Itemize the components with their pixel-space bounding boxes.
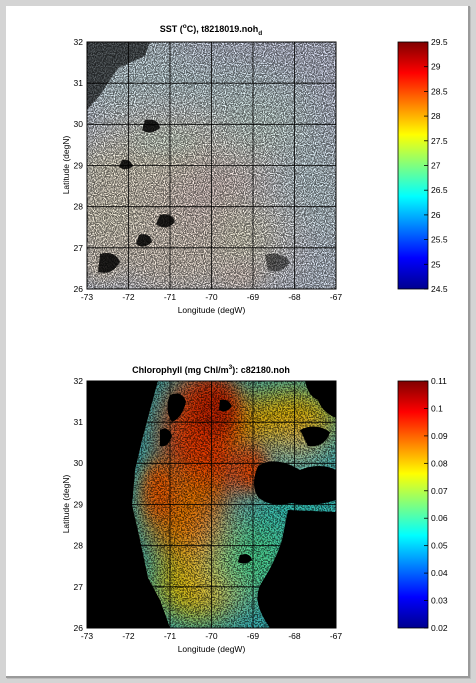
sst-colorbar <box>397 41 429 290</box>
sst-grid <box>87 42 336 289</box>
chl-x-axis-label: Longitude (degW) <box>178 644 246 654</box>
y-tick: 31 <box>74 417 84 427</box>
x-tick: -67 <box>330 292 343 302</box>
x-tick: -72 <box>122 292 135 302</box>
y-tick: 32 <box>74 376 84 386</box>
colorbar-tick-label: 0.04 <box>431 568 448 578</box>
sst-x-ticks: -73 -72 -71 -70 -69 -68 -67 <box>81 292 343 302</box>
y-tick: 30 <box>74 458 84 468</box>
colorbar-tick-label: 27 <box>431 161 441 171</box>
x-tick: -67 <box>330 631 343 641</box>
y-tick: 29 <box>74 161 84 171</box>
y-tick: 28 <box>74 202 84 212</box>
chl-colorbar-ticks: 0.11 0.1 0.09 0.08 0.07 0.06 0.05 0.04 0.03 0.02 <box>424 376 448 633</box>
x-tick: -70 <box>205 631 218 641</box>
x-tick: -70 <box>205 292 218 302</box>
chl-title: Chlorophyll (mg Chl/m3): c82180.noh <box>132 364 290 375</box>
sst-y-ticks: 32 31 30 29 28 27 26 <box>74 37 84 294</box>
x-tick: -71 <box>164 631 177 641</box>
chl-axes-box <box>86 380 337 629</box>
x-tick: -72 <box>122 631 135 641</box>
colorbar-tick-label: 24.5 <box>431 284 448 294</box>
colorbar-tick-label: 0.11 <box>431 376 447 386</box>
chl-y-axis-label: Latitude (degN) <box>61 475 71 534</box>
colorbar-tick-label: 29 <box>431 62 441 72</box>
y-tick: 32 <box>74 37 84 47</box>
sst-panel: SST (oC), t8218019.nohd <box>61 23 448 315</box>
colorbar-tick-label: 26 <box>431 210 441 220</box>
y-tick: 29 <box>74 500 84 510</box>
y-tick: 26 <box>74 623 84 633</box>
sst-heatmap <box>87 42 336 289</box>
chl-grid <box>87 381 336 628</box>
sst-axes-box <box>86 41 337 290</box>
colorbar-tick-label: 0.07 <box>431 486 448 496</box>
colorbar-tick-label: 25 <box>431 259 441 269</box>
colorbar-tick-label: 0.06 <box>431 513 448 523</box>
chl-colorbar <box>397 380 429 629</box>
y-tick: 28 <box>74 541 84 551</box>
x-tick: -73 <box>81 631 94 641</box>
y-tick: 31 <box>74 78 84 88</box>
colorbar-tick-label: 27.5 <box>431 136 448 146</box>
y-tick: 27 <box>74 243 84 253</box>
colorbar-tick-label: 26.5 <box>431 185 448 195</box>
chl-heatmap <box>87 381 336 628</box>
x-tick: -69 <box>247 292 260 302</box>
sst-title: SST (oC), t8218019.nohd <box>160 23 263 37</box>
x-tick: -68 <box>288 292 301 302</box>
colorbar-tick-label: 25.5 <box>431 235 448 245</box>
colorbar-tick-label: 0.05 <box>431 541 448 551</box>
y-tick: 30 <box>74 119 84 129</box>
chl-x-ticks: -73 -72 -71 -70 -69 -68 -67 <box>81 631 343 641</box>
sst-colorbar-ticks: 29.5 29 28.5 28 27.5 27 26.5 26 25.5 25 24.5 <box>424 37 448 294</box>
colorbar-tick-label: 0.02 <box>431 623 448 633</box>
colorbar-tick-label: 0.09 <box>431 431 448 441</box>
y-tick: 26 <box>74 284 84 294</box>
sst-x-axis-label: Longitude (degW) <box>178 305 246 315</box>
colorbar-tick-label: 0.08 <box>431 458 448 468</box>
sst-y-axis-label: Latitude (degN) <box>61 136 71 195</box>
colorbar-tick-label: 0.03 <box>431 596 448 606</box>
y-tick: 27 <box>74 582 84 592</box>
chl-y-ticks: 32 31 30 29 28 27 26 <box>74 376 84 633</box>
x-tick: -68 <box>288 631 301 641</box>
colorbar-tick-label: 0.1 <box>431 403 443 413</box>
colorbar-tick-label: 29.5 <box>431 37 448 47</box>
x-tick: -69 <box>247 631 260 641</box>
colorbar-tick-label: 28 <box>431 111 441 121</box>
colorbar-tick-label: 28.5 <box>431 86 448 96</box>
chlorophyll-panel: Chlorophyll (mg Chl/m3): c82180.noh <box>61 364 448 654</box>
x-tick: -73 <box>81 292 94 302</box>
x-tick: -71 <box>164 292 177 302</box>
